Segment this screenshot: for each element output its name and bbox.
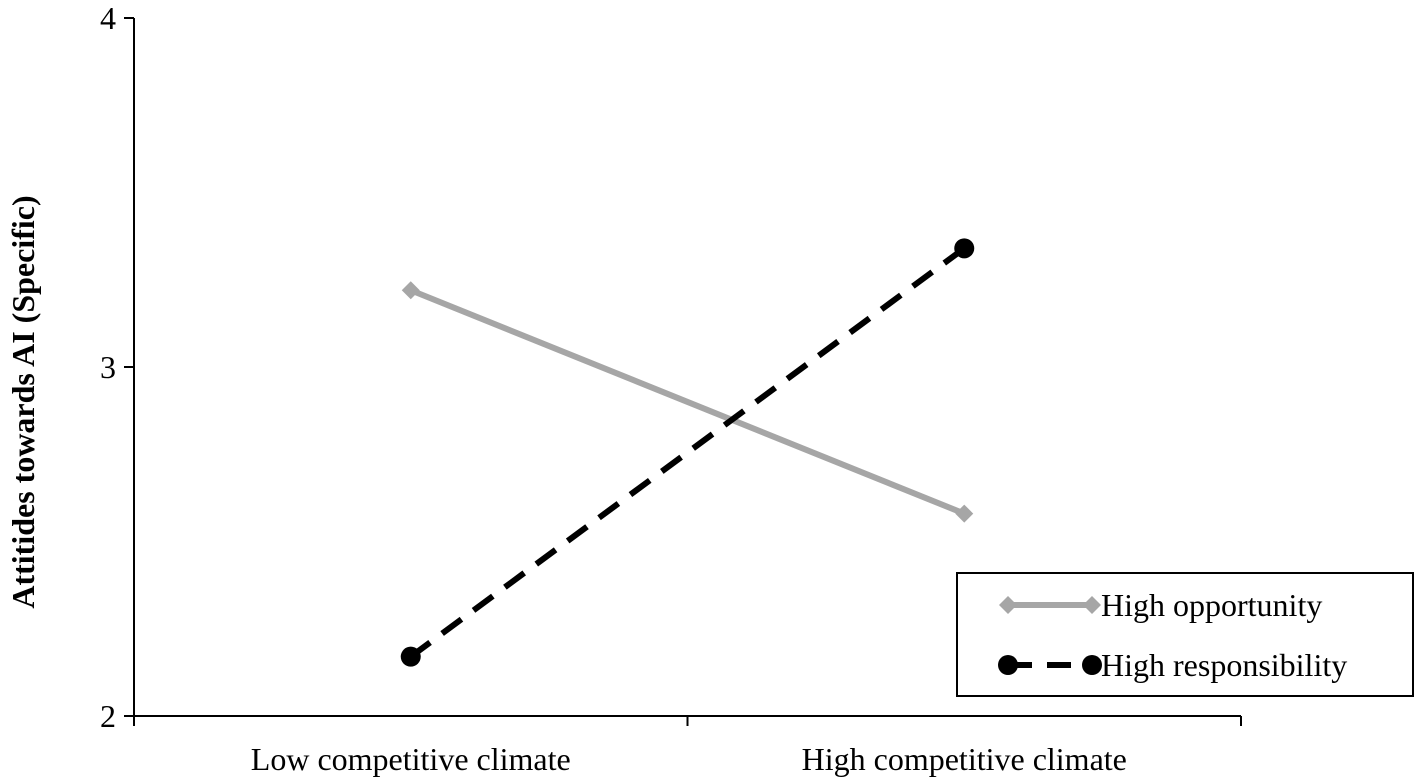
data-point	[400, 646, 421, 667]
legend-marker	[999, 596, 1017, 614]
legend-label: High opportunity	[1101, 587, 1322, 623]
legend-marker	[1083, 596, 1101, 614]
y-tick-label: 4	[100, 0, 116, 36]
y-tick-label: 3	[100, 349, 116, 385]
series-line	[408, 245, 967, 660]
series-line	[409, 287, 966, 517]
y-tick-label: 2	[100, 698, 116, 734]
legend-marker	[1082, 655, 1102, 675]
legend-box	[956, 572, 1414, 697]
data-point	[954, 238, 975, 259]
x-category-label: Low competitive climate	[251, 741, 571, 777]
legend-marker	[998, 655, 1018, 675]
data-point	[955, 504, 974, 523]
legend-label: High responsibility	[1101, 647, 1347, 683]
data-point	[401, 281, 420, 300]
y-axis-title: Attitides towards AI (Specific)	[5, 195, 41, 608]
x-category-label: High competitive climate	[802, 741, 1127, 777]
